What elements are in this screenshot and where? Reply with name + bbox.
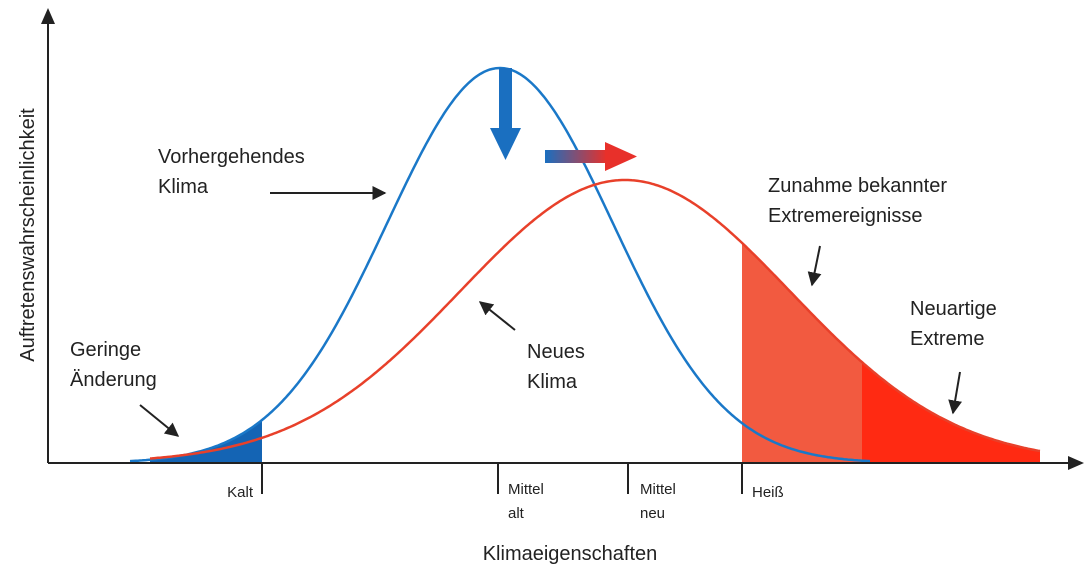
text-line: Kalt <box>227 484 254 501</box>
text-line: Extremereignisse <box>768 205 923 227</box>
decrease-arrow-head <box>490 128 521 160</box>
text-line: Vorhergehendes <box>158 146 305 168</box>
shift-arrow-head <box>605 142 637 171</box>
x-axis-arrow <box>1068 456 1084 470</box>
pointer <box>139 404 180 437</box>
text-line: Geringe <box>70 339 141 361</box>
annotation: Neuartige Extreme <box>910 298 997 350</box>
y-axis-label: Auftretenswahrscheinlichkeit <box>17 108 39 362</box>
text-line: Heiß <box>752 484 784 501</box>
tick-label: Mittel alt <box>508 481 544 522</box>
text-line: Neues <box>527 341 585 363</box>
cold-fill <box>150 420 262 463</box>
text-line: neu <box>640 505 665 522</box>
annotation: Neues Klima <box>527 341 585 393</box>
text-line: Änderung <box>70 369 157 391</box>
hot-fill <box>742 242 862 463</box>
annotation: Geringe Änderung <box>70 339 157 391</box>
text-line: Neuartige <box>910 298 997 320</box>
new-climate-curve <box>149 178 1041 460</box>
text-line: Mittel <box>640 481 676 498</box>
text-line: Klima <box>158 176 209 198</box>
tick-label: Heiß <box>752 484 784 501</box>
tick-label: Kalt <box>227 484 254 501</box>
shift-arrow <box>545 150 607 163</box>
pointer <box>948 371 963 415</box>
annotation: Vorhergehendes Klima <box>158 146 305 198</box>
decrease-arrow <box>499 68 512 130</box>
text-line: Mittel <box>508 481 544 498</box>
x-axis-label: Klimaeigenschaften <box>483 543 658 565</box>
extreme-fill <box>862 362 1040 463</box>
y-axis-arrow <box>41 8 55 24</box>
annotation: Zunahme bekannter Extremereignisse <box>768 175 947 227</box>
text-line: Klima <box>527 371 578 393</box>
pointer <box>478 301 516 331</box>
text-line: Extreme <box>910 328 984 350</box>
tick-label: Mittel neu <box>640 481 676 522</box>
pointer <box>807 245 822 287</box>
text-line: Zunahme bekannter <box>768 175 947 197</box>
text-line: alt <box>508 505 525 522</box>
